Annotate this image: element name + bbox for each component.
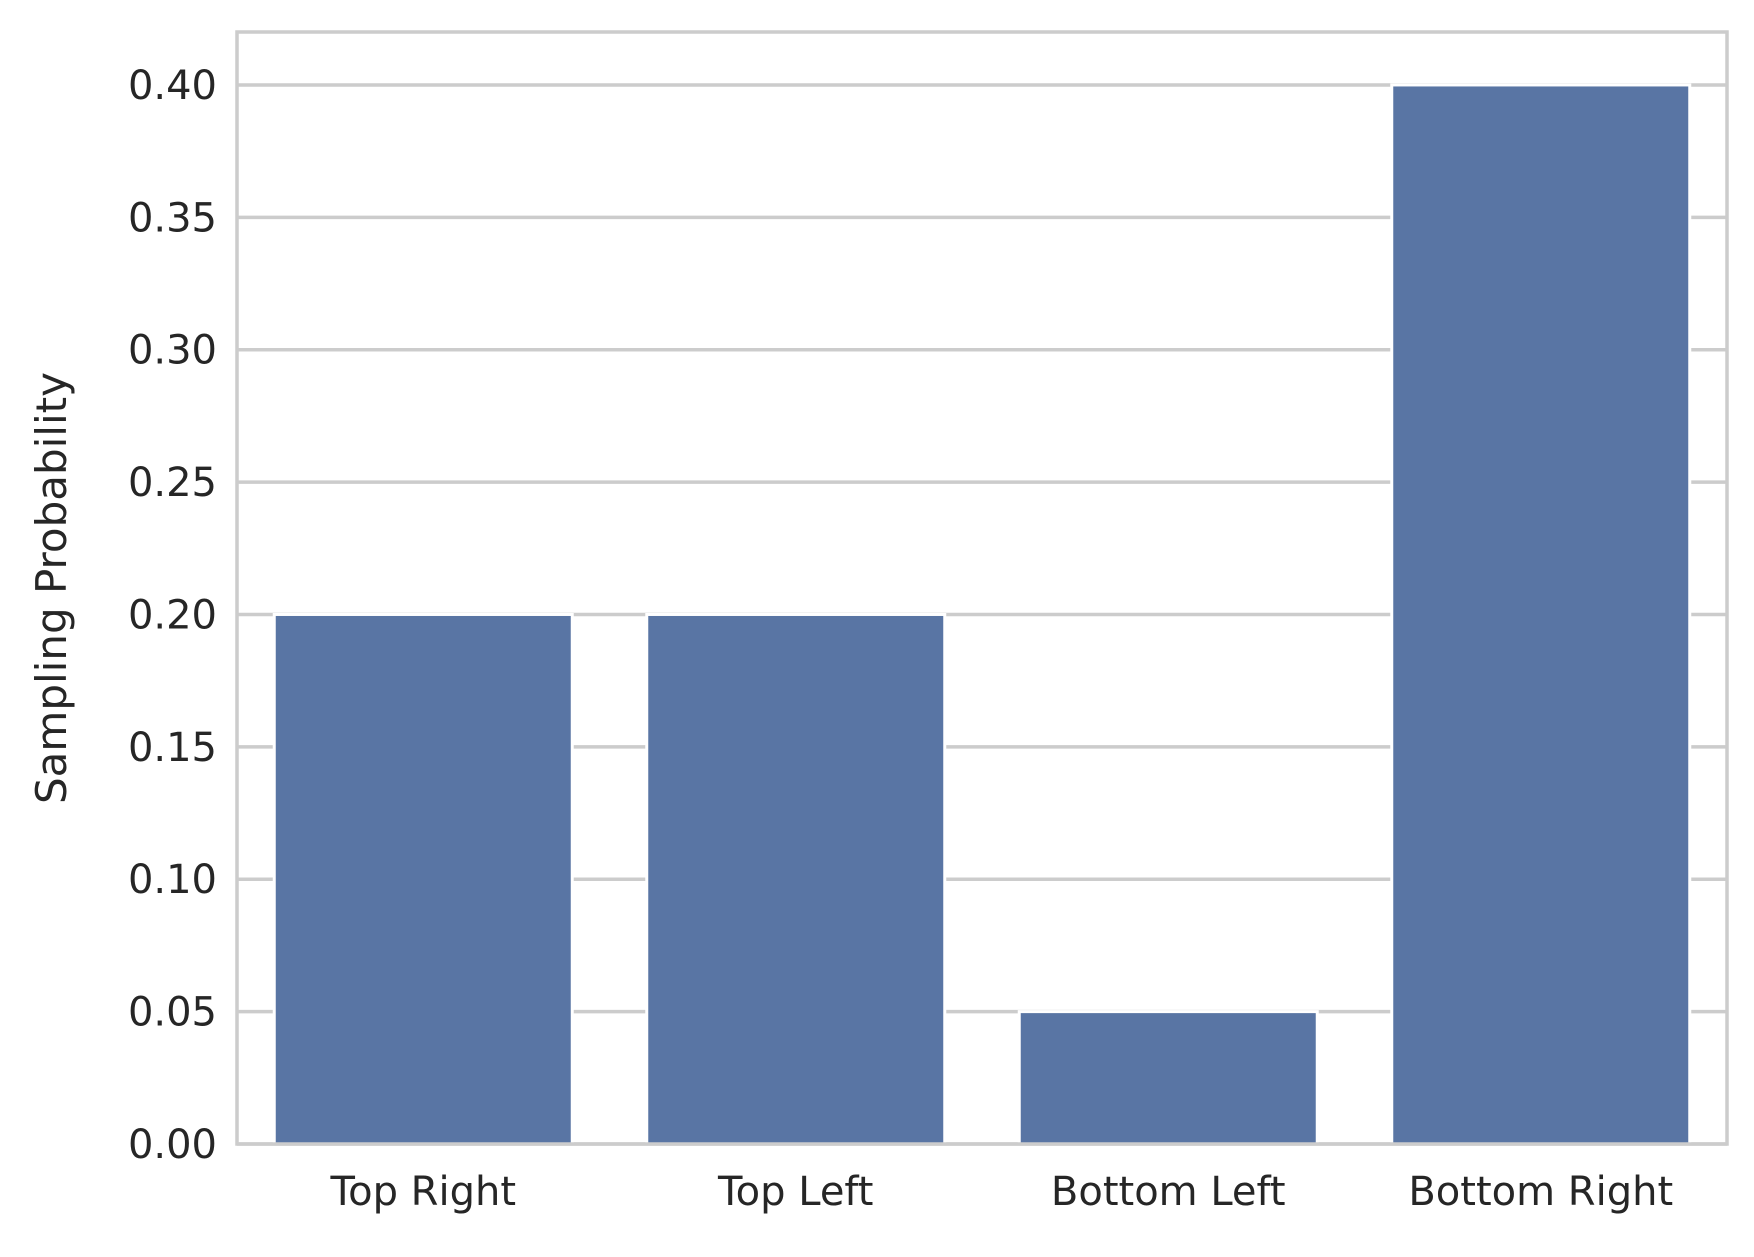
y-axis-label: Sampling Probability [27,372,76,804]
y-tick-label: 0.20 [128,592,217,638]
x-tick-label: Top Left [717,1169,873,1215]
bars [272,83,1692,1146]
y-tick-label: 0.10 [128,857,217,903]
y-tick-labels: 0.00 0.05 0.10 0.15 0.20 0.25 0.30 0.35 0.40 [128,63,217,1168]
bar [1390,83,1692,1146]
bar [645,612,947,1146]
plot-frame [235,30,1729,1146]
y-tick-label: 0.40 [128,63,217,109]
y-tick-label: 0.00 [128,1122,217,1168]
x-tick-labels: Top Right Top Left Bottom Left Bottom Right [329,1169,1673,1215]
x-tick-label: Top Right [329,1169,516,1215]
y-tick-label: 0.05 [128,990,217,1036]
bar [1017,1010,1319,1146]
x-tick-label: Bottom Right [1408,1169,1673,1215]
x-tick-label: Bottom Left [1051,1169,1286,1215]
y-tick-label: 0.35 [128,195,217,241]
y-tick-label: 0.30 [128,328,217,374]
y-tick-label: 0.25 [128,460,217,506]
bar [272,612,574,1146]
y-tick-label: 0.15 [128,725,217,771]
